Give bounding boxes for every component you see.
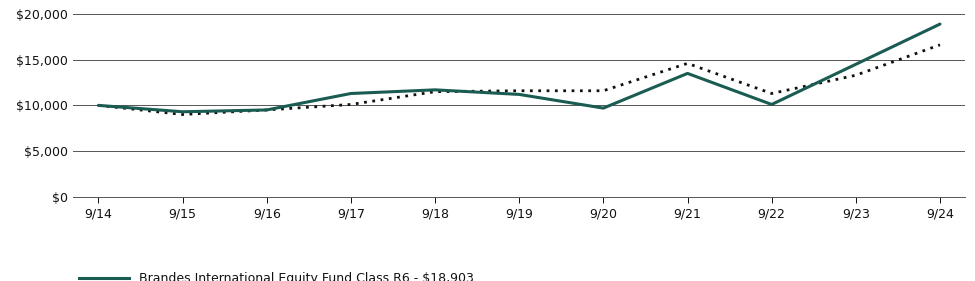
Legend: Brandes International Equity Fund Class R6 - $18,903, MSCI EAFE (Europe, Austral: Brandes International Equity Fund Class … (79, 272, 525, 281)
